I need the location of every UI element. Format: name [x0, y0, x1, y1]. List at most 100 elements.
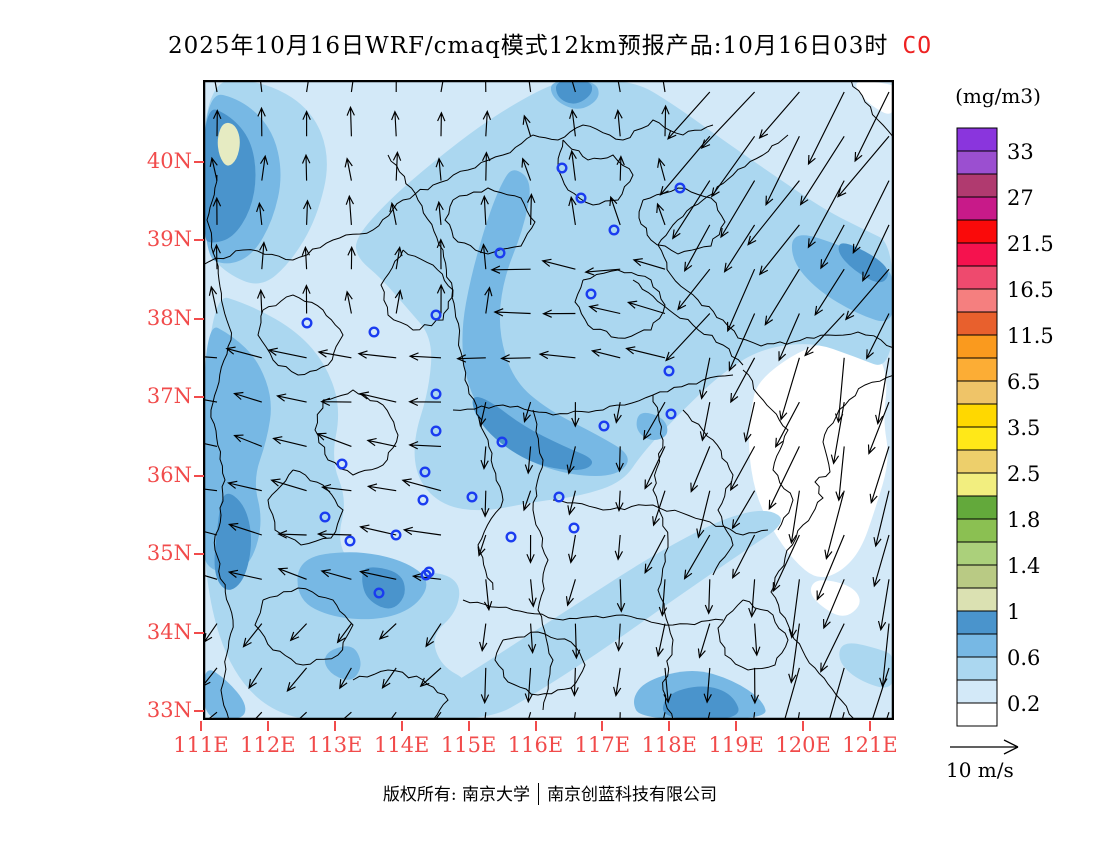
- wind-arrow-icon: [272, 436, 307, 447]
- wind-arrow-icon: [521, 157, 532, 181]
- wind-arrow-icon: [391, 110, 400, 137]
- wind-arrow-icon: [875, 357, 890, 425]
- wind-arrow-icon: [690, 446, 711, 493]
- colorbar-cell: [956, 219, 998, 244]
- wind-arrow-icon: [616, 155, 625, 181]
- co-field-blobs: [203, 80, 894, 720]
- wind-arrow-icon: [613, 401, 622, 424]
- city-marker-icon: [301, 317, 313, 329]
- wind-arrow-icon: [799, 135, 845, 206]
- wind-arrow-icon: [339, 667, 352, 690]
- colorbar-tick-label: 21.5: [1007, 232, 1054, 256]
- wind-arrow-icon: [727, 268, 756, 333]
- wind-arrow-icon: [242, 623, 263, 648]
- lon-tick: [869, 721, 871, 731]
- colorbar-cell: [956, 610, 998, 635]
- wind-arrow-icon: [590, 348, 621, 359]
- wind-arrow-icon: [731, 490, 756, 530]
- wind-arrow-icon: [615, 446, 624, 473]
- wind-arrow-icon: [659, 135, 711, 196]
- colorbar-cell: [956, 426, 998, 451]
- wind-arrow-icon: [570, 667, 579, 697]
- wind-arrow-icon: [753, 712, 756, 720]
- city-marker-icon: [663, 365, 675, 377]
- wind-arrow-icon: [408, 352, 442, 361]
- wind-arrow-icon: [214, 80, 218, 93]
- colorbar-tick-label: 16.5: [1007, 278, 1054, 302]
- wind-arrow-icon: [644, 446, 666, 490]
- wind-arrow-icon: [788, 579, 800, 639]
- wind-arrow-icon: [480, 194, 489, 225]
- city-marker-icon: [568, 522, 580, 534]
- admin-boundaries: [203, 80, 894, 720]
- wind-arrow-icon: [480, 446, 489, 471]
- lat-tick: [194, 160, 204, 163]
- wind-arrow-icon: [804, 313, 845, 357]
- wind-arrow-icon: [730, 357, 756, 404]
- wind-arrow-icon: [751, 623, 761, 657]
- wind-arrow-icon: [569, 108, 578, 137]
- wind-arrow-icon: [626, 300, 666, 315]
- wind-arrow-icon: [703, 667, 712, 704]
- lon-tick-label: 115E: [440, 733, 497, 757]
- wind-arrow-icon: [672, 180, 711, 240]
- lat-tick: [194, 396, 204, 399]
- wind-arrow-icon: [301, 245, 311, 270]
- wind-arrow-icon: [302, 110, 311, 137]
- wind-arrow-icon: [835, 446, 845, 502]
- city-marker-icon: [336, 458, 348, 470]
- wind-arrow-icon: [233, 434, 263, 447]
- species-label: CO: [902, 33, 933, 59]
- wind-arrow-icon: [347, 245, 356, 270]
- colorbar-tick-label: 1.8: [1007, 508, 1040, 532]
- colorbar-cell: [956, 495, 998, 520]
- wind-arrow-icon: [779, 357, 800, 421]
- colorbar-cell: [956, 265, 998, 290]
- wind-arrow-icon: [500, 354, 531, 363]
- wind-arrow-icon: [316, 530, 352, 539]
- wind-arrow-icon: [571, 402, 580, 428]
- wind-arrow-icon: [381, 667, 397, 689]
- wind-arrow-icon: [227, 480, 262, 492]
- city-marker-icon: [665, 408, 677, 420]
- reference-arrow-icon: [950, 739, 1019, 755]
- city-marker-icon: [430, 425, 442, 437]
- wind-arrow-icon: [401, 478, 442, 492]
- wind-arrow-icon: [625, 346, 666, 359]
- wind-arrow-icon: [528, 579, 537, 608]
- wind-arrow-icon: [277, 530, 307, 539]
- wind-arrow-icon: [358, 391, 397, 403]
- wind-arrow-icon: [588, 304, 621, 315]
- lat-tick-label: 38N: [146, 305, 192, 330]
- wind-arrow-icon: [656, 202, 666, 226]
- colorbar-cell: [956, 679, 998, 704]
- wind-arrow-icon: [366, 483, 397, 492]
- wind-arrow-icon: [478, 401, 487, 428]
- lon-tick-label: 112E: [240, 733, 296, 757]
- colorbar-tick-label: 27: [1007, 186, 1034, 210]
- wind-arrow-icon: [584, 267, 621, 276]
- wind-arrow-icon: [408, 397, 442, 407]
- lon-tick: [400, 721, 403, 731]
- wind-arrow-icon: [436, 283, 446, 314]
- wind-arrow-icon: [203, 530, 218, 536]
- wind-arrow-icon: [613, 667, 622, 698]
- wind-arrow-icon: [259, 241, 268, 270]
- wind-arrow-icon: [614, 623, 624, 652]
- wind-arrow-icon: [394, 245, 403, 270]
- wind-arrow-icon: [526, 192, 536, 225]
- lon-tick-label: 111E: [173, 733, 229, 757]
- wind-arrow-icon: [684, 224, 711, 273]
- wind-arrow-icon: [306, 80, 310, 93]
- wind-arrow-icon: [212, 196, 222, 225]
- map-area: [203, 80, 894, 720]
- wind-arrow-icon: [302, 284, 311, 314]
- wind-arrow-icon: [807, 180, 845, 249]
- wind-arrow-icon: [493, 308, 531, 317]
- colorbar-tick-label: 0.2: [1007, 692, 1040, 716]
- lat-tick: [194, 710, 204, 713]
- wind-arrow-icon: [823, 579, 845, 630]
- wind-arrow-icon: [527, 623, 537, 655]
- wind-arrow-icon: [276, 393, 307, 403]
- wind-arrow-icon: [257, 106, 266, 137]
